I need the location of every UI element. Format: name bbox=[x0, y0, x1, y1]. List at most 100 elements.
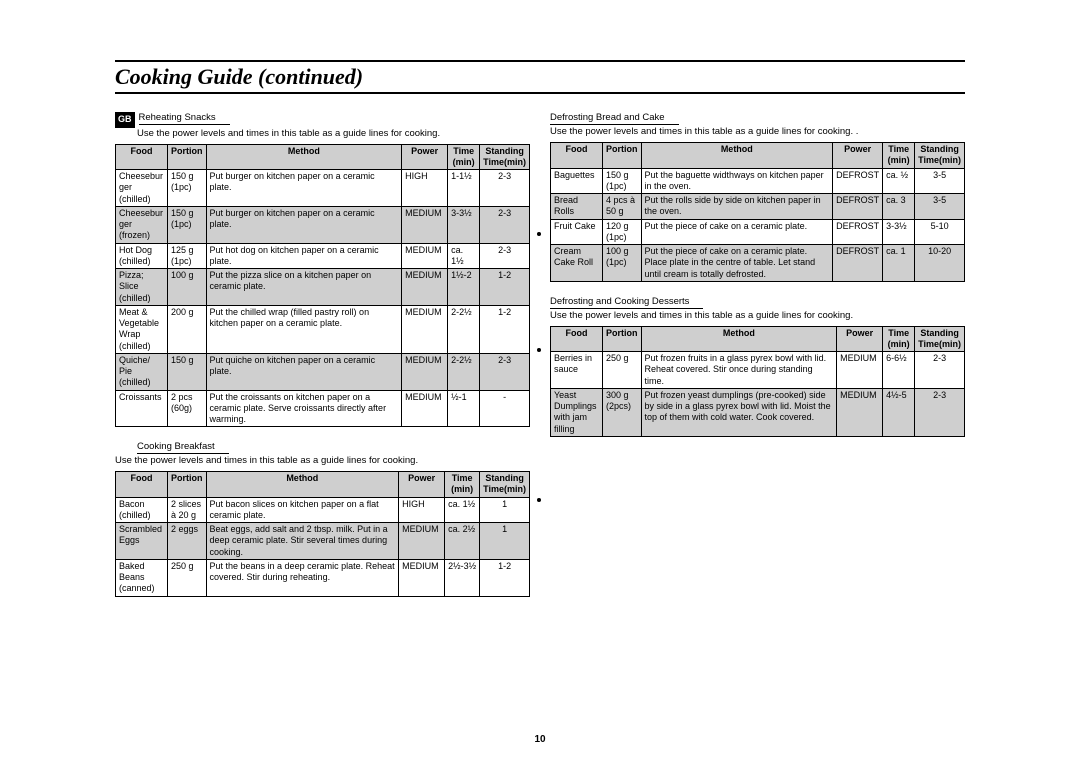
column-left: GBReheating SnacksUse the power levels a… bbox=[115, 112, 530, 610]
column-header: Portion bbox=[168, 472, 207, 498]
table-cell: MEDIUM bbox=[402, 353, 448, 390]
table-cell: MEDIUM bbox=[402, 390, 448, 427]
table-cell: Put the piece of cake on a ceramic plate… bbox=[641, 219, 833, 245]
table-cell: Put frozen yeast dumplings (pre-cooked) … bbox=[641, 388, 837, 436]
data-table: FoodPortionMethodPowerTime(min)StandingT… bbox=[550, 142, 965, 282]
table-row: Hot Dog(chilled)125 g(1pc)Put hot dog on… bbox=[116, 243, 530, 269]
table-cell: ca. 2½ bbox=[445, 523, 480, 560]
table-cell: Put burger on kitchen paper on a ceramic… bbox=[206, 206, 402, 243]
section-caption: Use the power levels and times in this t… bbox=[137, 128, 530, 140]
column-header: Time(min) bbox=[448, 144, 480, 170]
column-header: Food bbox=[551, 326, 603, 352]
bullet-icon bbox=[537, 498, 541, 502]
table-cell: Cheeseburger(frozen) bbox=[116, 206, 168, 243]
table-cell: MEDIUM bbox=[402, 206, 448, 243]
table-cell: 2-3 bbox=[915, 352, 965, 389]
table-cell: 200 g bbox=[168, 305, 207, 353]
column-header: Power bbox=[833, 143, 883, 169]
table-row: Bacon(chilled)2 slicesà 20 gPut bacon sl… bbox=[116, 497, 530, 523]
table-cell: Put bacon slices on kitchen paper on a f… bbox=[206, 497, 399, 523]
table-cell: Fruit Cake bbox=[551, 219, 603, 245]
section-title: Cooking Breakfast bbox=[137, 441, 229, 454]
column-header: StandingTime(min) bbox=[480, 472, 530, 498]
table-row: Cheeseburger(frozen)150 g(1pc)Put burger… bbox=[116, 206, 530, 243]
table-row: BakedBeans(canned)250 gPut the beans in … bbox=[116, 559, 530, 596]
table-cell: MEDIUM bbox=[837, 352, 883, 389]
data-table: FoodPortionMethodPowerTime(min)StandingT… bbox=[115, 144, 530, 428]
table-cell: MEDIUM bbox=[402, 305, 448, 353]
table-cell: Put hot dog on kitchen paper on a cerami… bbox=[206, 243, 402, 269]
table-cell: 1-2 bbox=[480, 305, 530, 353]
section-caption: Use the power levels and times in this t… bbox=[550, 126, 965, 138]
table-cell: 120 g(1pc) bbox=[603, 219, 642, 245]
table-cell: 150 g bbox=[168, 353, 207, 390]
table-cell: 100 g(1pc) bbox=[603, 245, 642, 282]
column-header: Food bbox=[551, 143, 603, 169]
column-header: Portion bbox=[603, 326, 642, 352]
section-title: Defrosting Bread and Cake bbox=[550, 112, 679, 125]
table-cell: CreamCake Roll bbox=[551, 245, 603, 282]
table-cell: 3-3½ bbox=[883, 219, 915, 245]
table-cell: 2-3 bbox=[480, 353, 530, 390]
table-row: Cheeseburger(chilled)150 g(1pc)Put burge… bbox=[116, 170, 530, 207]
section: GBReheating SnacksUse the power levels a… bbox=[115, 112, 530, 427]
table-cell: 2-3 bbox=[480, 243, 530, 269]
table-cell: ca. 1½ bbox=[448, 243, 480, 269]
section-title: Defrosting and Cooking Desserts bbox=[550, 296, 703, 309]
column-header: Food bbox=[116, 472, 168, 498]
table-cell: 5-10 bbox=[915, 219, 965, 245]
content-columns: GBReheating SnacksUse the power levels a… bbox=[115, 112, 965, 610]
column-header: Time(min) bbox=[883, 326, 915, 352]
table-cell: ca. 3 bbox=[883, 194, 915, 220]
table-cell: Baguettes bbox=[551, 168, 603, 194]
table-cell: Put the piece of cake on a ceramic plate… bbox=[641, 245, 833, 282]
table-cell: Cheeseburger(chilled) bbox=[116, 170, 168, 207]
table-cell: 150 g(1pc) bbox=[168, 206, 207, 243]
table-cell: 10-20 bbox=[915, 245, 965, 282]
table-cell: 1-1½ bbox=[448, 170, 480, 207]
table-cell: Beat eggs, add salt and 2 tbsp. milk. Pu… bbox=[206, 523, 399, 560]
table-cell: HIGH bbox=[402, 170, 448, 207]
table-cell: 250 g bbox=[168, 559, 207, 596]
table-cell: 150 g(1pc) bbox=[168, 170, 207, 207]
page-number: 10 bbox=[0, 734, 1080, 745]
table-cell: MEDIUM bbox=[402, 243, 448, 269]
section-title: Reheating Snacks bbox=[139, 112, 230, 125]
table-cell: 3-5 bbox=[915, 168, 965, 194]
column-header: Portion bbox=[168, 144, 207, 170]
table-cell: Meat &VegetableWrap(chilled) bbox=[116, 305, 168, 353]
bullet-icon bbox=[537, 232, 541, 236]
table-cell: Pizza; Slice(chilled) bbox=[116, 269, 168, 306]
table-row: Berries insauce250 gPut frozen fruits in… bbox=[551, 352, 965, 389]
table-cell: Put the chilled wrap (filled pastry roll… bbox=[206, 305, 402, 353]
table-cell: BreadRolls bbox=[551, 194, 603, 220]
table-cell: 2-3 bbox=[480, 170, 530, 207]
table-cell: 250 g bbox=[603, 352, 642, 389]
table-cell: 100 g bbox=[168, 269, 207, 306]
column-right: Defrosting Bread and CakeUse the power l… bbox=[550, 112, 965, 610]
column-header: Method bbox=[206, 144, 402, 170]
table-cell: - bbox=[480, 390, 530, 427]
table-cell: HIGH bbox=[399, 497, 445, 523]
table-row: YeastDumplingswith jamfilling300 g(2pcs)… bbox=[551, 388, 965, 436]
column-header: Power bbox=[837, 326, 883, 352]
table-cell: Hot Dog(chilled) bbox=[116, 243, 168, 269]
table-cell: ca. 1½ bbox=[445, 497, 480, 523]
table-cell: MEDIUM bbox=[399, 523, 445, 560]
table-row: Croissants2 pcs(60g)Put the croissants o… bbox=[116, 390, 530, 427]
table-cell: Put the pizza slice on a kitchen paper o… bbox=[206, 269, 402, 306]
table-row: ScrambledEggs2 eggsBeat eggs, add salt a… bbox=[116, 523, 530, 560]
column-header: Method bbox=[641, 326, 837, 352]
table-cell: 2 slicesà 20 g bbox=[168, 497, 207, 523]
table-row: BreadRolls4 pcs à50 gPut the rolls side … bbox=[551, 194, 965, 220]
table-cell: 1-2 bbox=[480, 269, 530, 306]
table-cell: Quiche/ Pie(chilled) bbox=[116, 353, 168, 390]
table-cell: Put the beans in a deep ceramic plate. R… bbox=[206, 559, 399, 596]
table-cell: Put frozen fruits in a glass pyrex bowl … bbox=[641, 352, 837, 389]
section-header-row: GBReheating Snacks bbox=[115, 112, 530, 127]
table-cell: 3-3½ bbox=[448, 206, 480, 243]
table-cell: 2-3 bbox=[915, 388, 965, 436]
table-cell: DEFROST bbox=[833, 219, 883, 245]
table-cell: 2-2½ bbox=[448, 305, 480, 353]
table-cell: 300 g(2pcs) bbox=[603, 388, 642, 436]
